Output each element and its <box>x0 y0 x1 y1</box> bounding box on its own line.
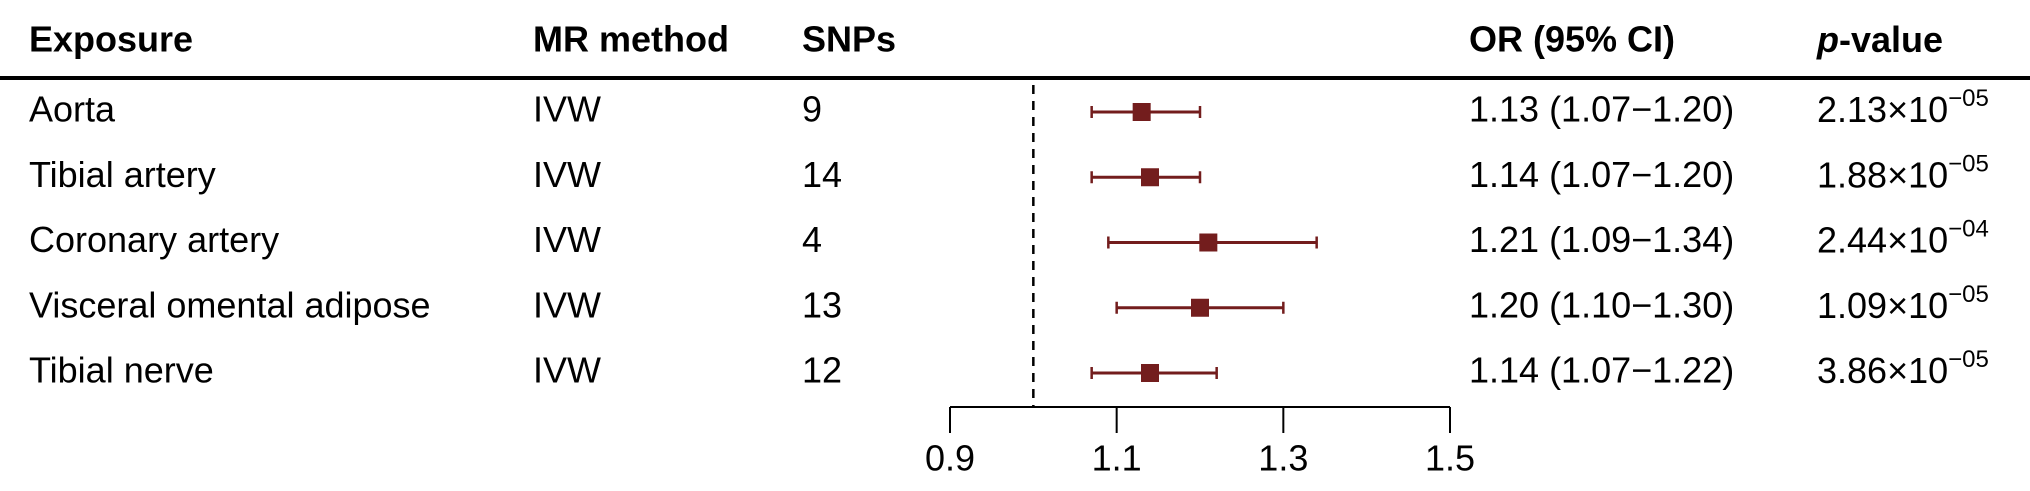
or-point <box>1191 298 1209 317</box>
p-value-label: 1.88×10−05 <box>1817 151 1989 195</box>
or-label: 1.21 (1.09−1.34) <box>1469 219 1734 260</box>
or-label: 1.14 (1.07−1.22) <box>1469 350 1734 391</box>
p-value-label: 2.13×10−05 <box>1817 85 1989 129</box>
or-point <box>1132 103 1151 121</box>
or-label: 1.14 (1.07−1.20) <box>1469 154 1734 195</box>
p-value-base: 2.13×10 <box>1817 89 1948 130</box>
x-tick-label: 1.5 <box>1425 438 1475 479</box>
method-label: IVW <box>533 154 601 195</box>
p-value-base: 1.09×10 <box>1817 284 1948 325</box>
p-value-base: 1.88×10 <box>1817 154 1948 195</box>
exposure-label: Visceral omental adipose <box>29 284 431 325</box>
header-snps: SNPs <box>802 19 896 60</box>
header-exposure: Exposure <box>29 19 193 60</box>
x-tick-label: 1.1 <box>1092 438 1142 479</box>
snps-label: 9 <box>802 89 822 130</box>
p-value-label: 2.44×10−04 <box>1817 216 1989 260</box>
header-p-rest: -value <box>1839 19 1943 60</box>
exposure-label: Tibial nerve <box>29 350 214 391</box>
method-label: IVW <box>533 350 601 391</box>
snps-label: 13 <box>802 284 842 325</box>
p-value-label: 1.09×10−05 <box>1817 281 1989 325</box>
p-value-exponent: −05 <box>1948 346 1989 373</box>
header-or: OR (95% CI) <box>1469 19 1675 60</box>
or-point <box>1141 168 1159 187</box>
snps-label: 14 <box>802 154 842 195</box>
x-tick-label: 1.3 <box>1258 438 1308 479</box>
header-p-italic: p <box>1816 19 1839 60</box>
method-label: IVW <box>533 284 601 325</box>
or-point <box>1199 233 1218 252</box>
p-value-exponent: −05 <box>1948 281 1989 308</box>
method-label: IVW <box>533 89 601 130</box>
or-point <box>1141 364 1159 382</box>
x-tick-label: 0.9 <box>925 438 975 479</box>
p-value-exponent: −04 <box>1948 216 1989 243</box>
header-method: MR method <box>533 19 729 60</box>
snps-label: 4 <box>802 219 822 260</box>
exposure-label: Coronary artery <box>29 219 279 260</box>
or-label: 1.20 (1.10−1.30) <box>1469 284 1734 325</box>
snps-label: 12 <box>802 350 842 391</box>
exposure-label: Tibial artery <box>29 154 216 195</box>
or-label: 1.13 (1.07−1.20) <box>1469 89 1734 130</box>
p-value-base: 2.44×10 <box>1817 219 1948 260</box>
method-label: IVW <box>533 219 601 260</box>
exposure-label: Aorta <box>29 89 116 130</box>
p-value-exponent: −05 <box>1948 85 1989 112</box>
p-value-base: 3.86×10 <box>1817 350 1948 391</box>
p-value-exponent: −05 <box>1948 151 1989 178</box>
header-p: p-value <box>1816 19 1943 60</box>
p-value-label: 3.86×10−05 <box>1817 346 1989 390</box>
